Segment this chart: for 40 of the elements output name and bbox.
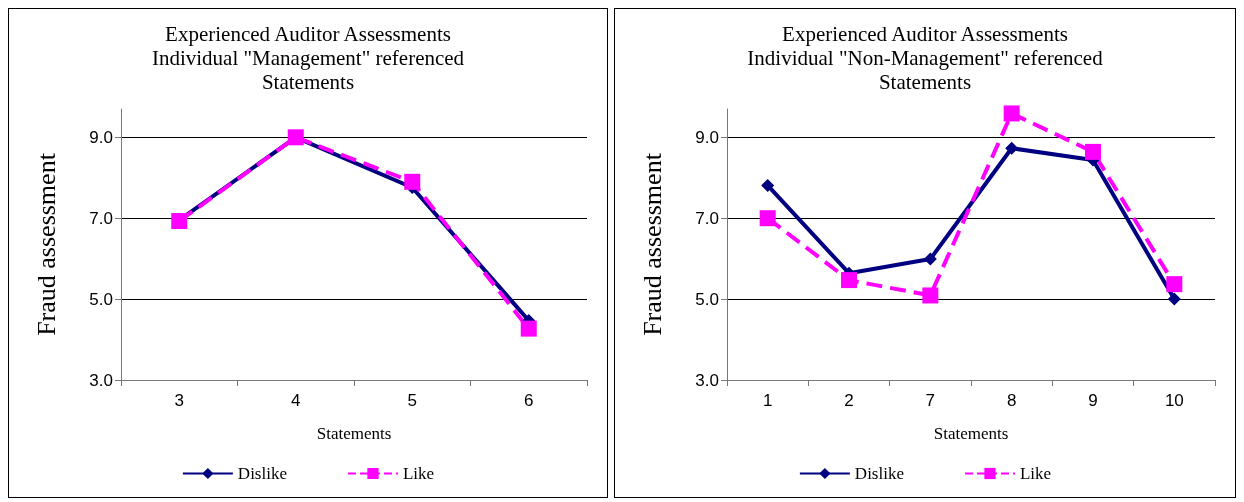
point xyxy=(922,287,939,304)
x-tick-label: 9 xyxy=(1088,391,1098,410)
legend-label: Like xyxy=(402,464,435,483)
y-tick-label: 9.0 xyxy=(89,127,113,147)
point xyxy=(923,252,937,266)
y-axis-title: Fraud assessment xyxy=(31,152,61,336)
x-axis-title: Statements xyxy=(316,424,392,443)
x-tick-label: 5 xyxy=(407,391,417,410)
x-axis-title: Statements xyxy=(933,424,1009,443)
y-tick-label: 7.0 xyxy=(89,208,113,228)
x-tick-label: 4 xyxy=(291,391,301,410)
point xyxy=(761,178,775,192)
y-tick-label: 9.0 xyxy=(695,127,719,147)
point xyxy=(759,210,776,227)
legend-label: Like xyxy=(1019,464,1052,483)
chart-title: Experienced Auditor Assessments Individual "Non-Management" referenced Statements xyxy=(747,22,1104,94)
point xyxy=(1167,292,1181,306)
chart-title: Experienced Auditor Assessments Individual "Management" referenced Statements xyxy=(151,22,465,94)
point xyxy=(520,320,537,337)
y-tick-label: 5.0 xyxy=(89,289,113,309)
point xyxy=(1166,276,1183,293)
y-tick-label: 3.0 xyxy=(89,370,113,390)
point xyxy=(1005,141,1019,155)
y-axis-title: Fraud assessment xyxy=(637,152,667,336)
x-tick-label: 8 xyxy=(1006,391,1017,410)
point xyxy=(1085,143,1101,160)
legend-label: Dislike xyxy=(854,464,904,483)
point xyxy=(404,173,421,190)
y-tick-label: 3.0 xyxy=(695,370,719,390)
point xyxy=(841,272,857,289)
y-tick-label: 7.0 xyxy=(695,208,719,228)
x-tick-label: 3 xyxy=(174,391,184,410)
point xyxy=(1003,105,1020,122)
y-tick-label: 5.0 xyxy=(695,289,719,309)
x-tick-label: 6 xyxy=(524,391,534,410)
x-tick-label: 7 xyxy=(925,391,936,410)
x-tick-label: 1 xyxy=(762,391,773,410)
legend-label: Dislike xyxy=(237,464,287,483)
x-tick-label: 2 xyxy=(844,391,854,410)
x-tick-label: 10 xyxy=(1164,391,1184,410)
